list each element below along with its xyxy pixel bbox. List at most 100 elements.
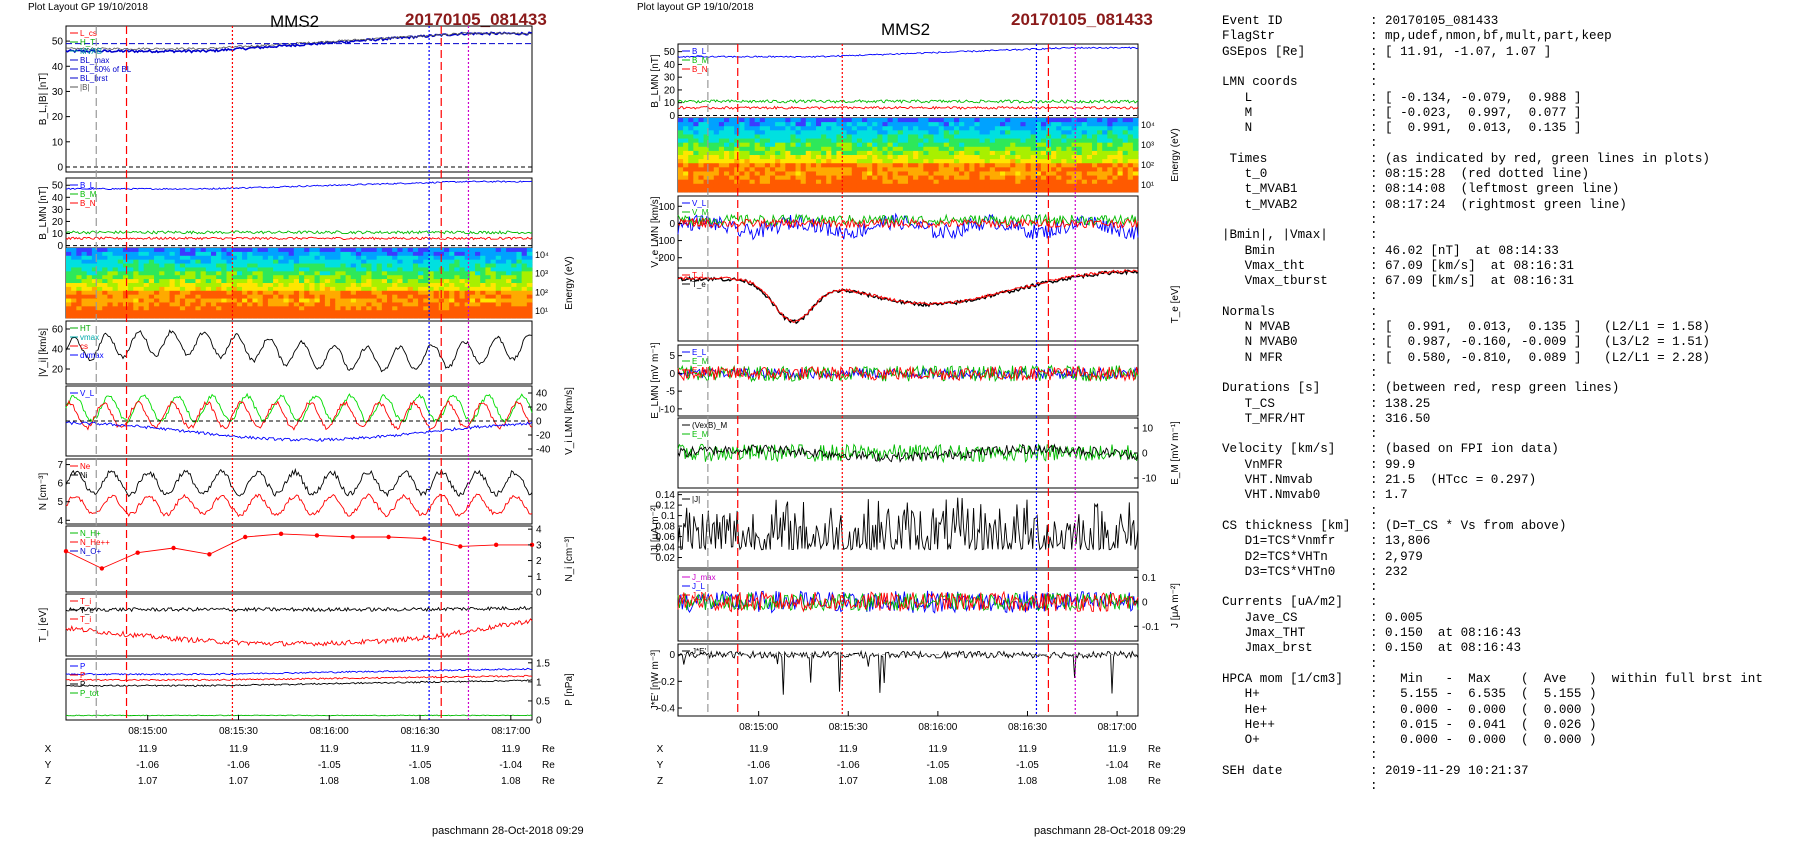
left-heatmap-cell <box>340 279 346 284</box>
middle-heatmap-cell <box>1122 138 1129 144</box>
left-heatmap-cell <box>164 286 170 292</box>
left-heatmap-cell <box>511 283 517 288</box>
left-heatmap-cell <box>102 310 108 315</box>
left-heatmap-cell <box>216 302 222 307</box>
middle-heatmap-cell <box>867 118 873 123</box>
middle-heatmap-cell <box>1132 159 1139 164</box>
middle-heatmap-cell <box>1051 118 1057 123</box>
left-heatmap-cell <box>500 259 507 264</box>
middle-heatmap-cell <box>724 167 730 172</box>
left-heatmap-cell <box>464 310 471 315</box>
left-heatmap-cell <box>387 286 393 292</box>
middle-heatmap-cell <box>1071 167 1078 172</box>
middle-heatmap-cell <box>933 171 940 176</box>
middle-heatmap-cell <box>923 142 929 148</box>
middle-heatmap-cell <box>877 150 883 156</box>
middle-heatmap-cell <box>1020 155 1026 160</box>
middle-heatmap-cell <box>913 146 919 152</box>
left-heatmap-cell <box>392 286 398 292</box>
middle-heatmap-cell <box>821 126 827 131</box>
left-heatmap-cell <box>179 302 186 307</box>
left-heatmap-cell <box>231 263 238 268</box>
left-heatmap-cell <box>299 302 305 307</box>
left-heatmap-cell <box>500 279 507 284</box>
middle-heatmap-cell <box>882 183 888 189</box>
left-heatmap-cell <box>257 306 264 311</box>
middle-heatmap-cell <box>1000 122 1006 127</box>
middle-heatmap-cell <box>729 118 735 123</box>
middle-heatmap-cell <box>994 175 1001 181</box>
info-key: T_MFR/HT <box>1222 411 1306 426</box>
left-heatmap-cell <box>267 248 274 253</box>
left-heatmap-cell <box>392 283 398 288</box>
left-heatmap-cell <box>433 251 440 257</box>
middle-heatmap-cell <box>841 118 848 123</box>
middle-heatmap-cell <box>754 175 761 181</box>
middle-heatmap-cell <box>928 146 934 152</box>
left-heatmap-cell <box>143 302 150 307</box>
left-heatmap-cell <box>190 259 196 264</box>
left-heatmap-tick: 10² <box>535 287 548 297</box>
middle-heatmap-cell <box>744 175 750 181</box>
middle-heatmap-cell <box>780 167 786 172</box>
left-heatmap-cell <box>154 263 160 268</box>
middle-heatmap-cell <box>908 142 914 148</box>
middle-heatmap-cell <box>1081 155 1088 160</box>
left-heatmap-cell <box>86 255 93 261</box>
left-heatmap-cell <box>469 271 476 276</box>
middle-heatmap-cell <box>841 142 848 148</box>
left-heatmap-cell <box>236 283 243 288</box>
left-heatmap-cell <box>371 259 378 264</box>
left-heatmap-cell <box>154 286 160 292</box>
left-heatmap-cell <box>195 275 202 280</box>
middle-heatmap-cell <box>713 167 720 172</box>
info-value: 0.150 at 08:16:43 <box>1385 626 1522 640</box>
left-heatmap-cell <box>387 267 393 272</box>
middle-heatmap-cell <box>1092 159 1098 164</box>
middle-heatmap-cell <box>1030 187 1037 193</box>
middle-heatmap-cell <box>1112 138 1118 144</box>
left-heatmap-cell <box>330 263 336 268</box>
middle-heatmap-cell <box>867 122 873 127</box>
left-heatmap-cell <box>309 294 315 299</box>
middle-heatmap-cell <box>836 146 842 152</box>
middle-heatmap-cell <box>1117 126 1124 131</box>
middle-heatmap-cell <box>734 126 740 131</box>
left-heatmap-cell <box>179 310 186 315</box>
info-value: 2019-11-29 10:21:37 <box>1385 763 1529 778</box>
middle-heatmap-cell <box>1035 183 1042 189</box>
middle-heatmap-cell <box>887 179 894 185</box>
middle-heatmap-cell <box>821 171 827 176</box>
left-heatmap-cell <box>335 279 341 284</box>
left-heatmap-cell <box>387 259 393 264</box>
middle-heatmap-cell <box>1035 167 1042 172</box>
middle-heatmap-cell <box>688 159 694 164</box>
middle-heatmap-cell <box>974 142 980 148</box>
middle-heatmap-cell <box>739 159 745 164</box>
left-series-point <box>314 533 320 538</box>
middle-heatmap-cell <box>969 130 975 135</box>
middle-heatmap-cell <box>882 179 888 185</box>
middle-heatmap-cell <box>959 179 965 185</box>
middle-heatmap-cell <box>1081 167 1088 172</box>
middle-heatmap-cell <box>979 163 986 168</box>
left-heatmap-cell <box>185 283 191 288</box>
middle-heatmap-cell <box>678 167 684 172</box>
left-heatmap-cell <box>423 271 429 276</box>
left-heatmap-cell <box>407 302 414 307</box>
left-heatmap-cell <box>387 310 393 315</box>
info-key: L <box>1222 90 1253 105</box>
middle-heatmap-cell <box>913 122 919 127</box>
left-heatmap-cell <box>516 286 523 292</box>
middle-heatmap-cell <box>1030 163 1037 168</box>
left-heatmap-cell <box>174 271 181 276</box>
left-heatmap-cell <box>71 314 77 319</box>
left-heatmap-cell <box>117 294 124 299</box>
left-heatmap-cell <box>330 279 336 284</box>
middle-heatmap-cell <box>851 142 858 148</box>
left-heatmap-cell <box>195 259 202 264</box>
left-heatmap-cell <box>526 267 533 272</box>
middle-heatmap-cell <box>959 130 965 135</box>
middle-heatmap-cell <box>1040 159 1047 164</box>
left-heatmap-cell <box>81 263 88 268</box>
